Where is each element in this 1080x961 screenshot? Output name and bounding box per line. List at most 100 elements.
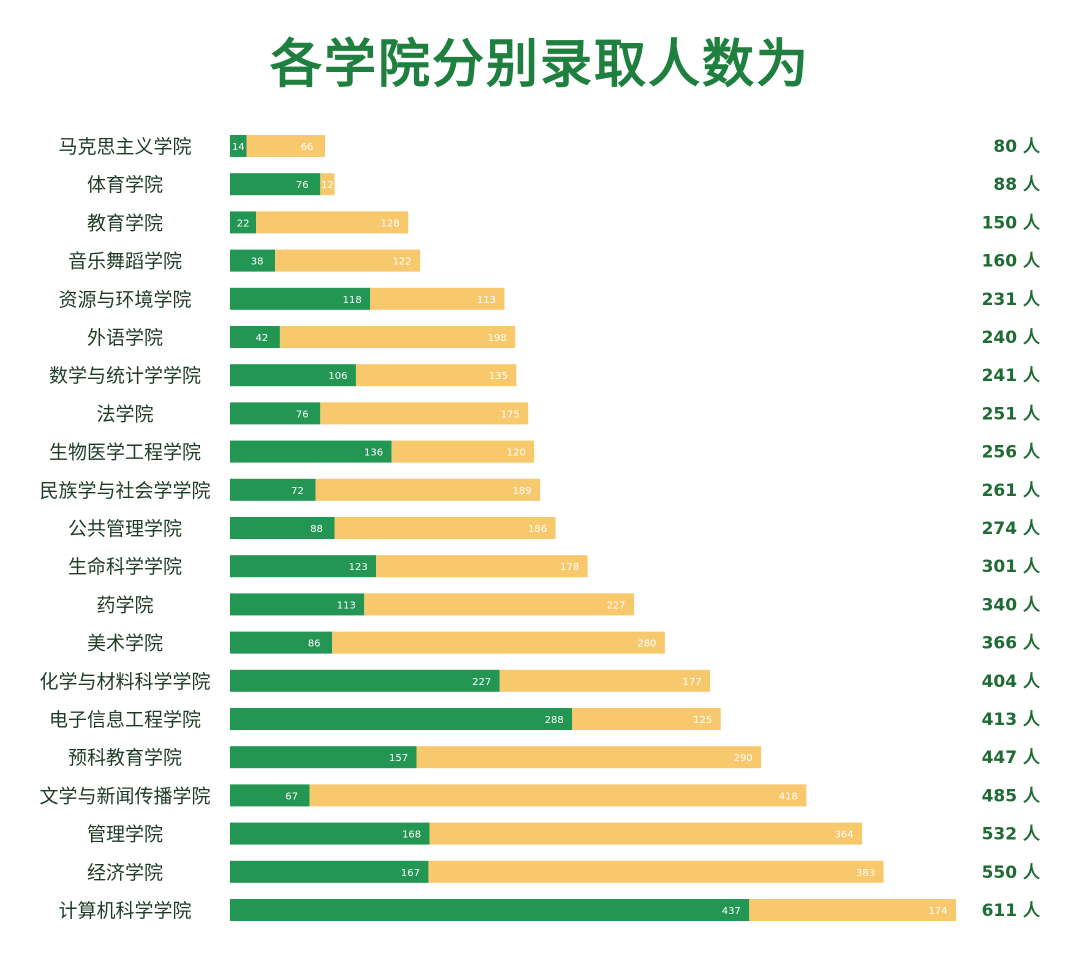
bar-segment-1 xyxy=(230,746,417,769)
bar-segment-2 xyxy=(256,211,409,234)
bar-segment-1 xyxy=(230,860,429,883)
total-label: 550 人 xyxy=(982,863,1041,883)
bar-segment-1 xyxy=(230,517,335,539)
total-label: 301 人 xyxy=(982,557,1041,577)
segment-value-label: 67 xyxy=(285,791,298,802)
category-label: 资源与环境学院 xyxy=(58,289,191,311)
segment-value-label: 136 xyxy=(364,448,383,459)
total-label: 340 人 xyxy=(982,595,1041,615)
category-label: 体育学院 xyxy=(87,174,163,196)
segment-value-label: 383 xyxy=(856,868,875,879)
category-label: 计算机科学学院 xyxy=(58,900,191,922)
segment-value-label: 113 xyxy=(477,295,496,306)
segment-value-label: 76 xyxy=(296,409,309,420)
segment-value-label: 167 xyxy=(401,868,420,879)
segment-value-label: 168 xyxy=(402,830,421,841)
category-label: 音乐舞蹈学院 xyxy=(68,251,182,273)
total-label: 274 人 xyxy=(982,519,1041,539)
total-label: 80 人 xyxy=(993,137,1041,157)
category-label: 数学与统计学学院 xyxy=(49,365,201,387)
category-label: 预科教育学院 xyxy=(68,747,182,769)
segment-value-label: 227 xyxy=(606,600,625,611)
segment-value-label: 14 xyxy=(232,142,245,153)
category-label: 电子信息工程学院 xyxy=(49,709,201,731)
segment-value-label: 198 xyxy=(488,333,507,344)
segment-value-label: 175 xyxy=(501,409,520,420)
bar-segment-2 xyxy=(315,478,541,501)
total-label: 532 人 xyxy=(982,825,1041,845)
total-label: 447 人 xyxy=(982,748,1041,768)
bar-segment-2 xyxy=(320,173,335,196)
bar-segment-2 xyxy=(416,746,762,769)
segment-value-label: 178 xyxy=(560,562,579,573)
total-label: 261 人 xyxy=(982,481,1041,501)
total-label: 160 人 xyxy=(982,252,1041,272)
segment-value-label: 42 xyxy=(256,333,269,344)
bar-segment-1 xyxy=(230,669,500,692)
bar-segment-1 xyxy=(230,593,365,616)
bar-segment-1 xyxy=(230,631,333,654)
segment-value-label: 364 xyxy=(835,830,854,841)
segment-value-label: 66 xyxy=(301,142,314,153)
bar-segment-1 xyxy=(230,287,371,310)
bar-segment-1 xyxy=(230,249,276,272)
segment-value-label: 280 xyxy=(637,639,656,650)
bar-segment-2 xyxy=(376,555,588,578)
segment-value-label: 135 xyxy=(489,371,508,382)
bar-segment-2 xyxy=(391,440,535,463)
bar-segment-1 xyxy=(230,899,750,921)
segment-value-label: 86 xyxy=(308,639,321,650)
bar-segment-1 xyxy=(230,440,392,463)
bar-segment-2 xyxy=(364,593,634,616)
total-label: 231 人 xyxy=(982,290,1041,310)
segment-value-label: 122 xyxy=(393,257,412,268)
category-label: 药学院 xyxy=(96,594,153,616)
total-label: 88 人 xyxy=(993,175,1041,195)
bar-segment-1 xyxy=(230,135,247,157)
segment-value-label: 157 xyxy=(389,753,408,764)
total-label: 611 人 xyxy=(982,901,1041,921)
segment-value-label: 186 xyxy=(528,524,547,535)
segment-value-label: 12 xyxy=(321,180,334,191)
segment-value-label: 174 xyxy=(928,906,947,917)
bar-segment-1 xyxy=(230,822,430,845)
segment-value-label: 189 xyxy=(513,486,532,497)
bar-segment-2 xyxy=(355,364,517,387)
total-label: 150 人 xyxy=(982,213,1041,233)
bar-segment-1 xyxy=(230,326,280,348)
bar-segment-2 xyxy=(334,517,556,539)
total-label: 251 人 xyxy=(982,404,1041,424)
bar-segment-2 xyxy=(370,287,505,310)
total-label: 240 人 xyxy=(982,328,1041,348)
bar-segment-2 xyxy=(320,402,529,425)
bar-segment-1 xyxy=(230,784,310,807)
segment-value-label: 123 xyxy=(349,562,368,573)
category-label: 化学与材料科学学院 xyxy=(39,671,210,693)
total-label: 366 人 xyxy=(982,634,1041,654)
total-label: 485 人 xyxy=(982,786,1041,806)
bar-segment-2 xyxy=(749,899,956,921)
category-label: 公共管理学院 xyxy=(68,518,182,540)
bar-segment-2 xyxy=(332,631,665,654)
bar-segment-2 xyxy=(572,708,721,730)
segment-value-label: 128 xyxy=(381,218,400,229)
bar-segment-1 xyxy=(230,211,257,234)
segment-value-label: 125 xyxy=(693,715,712,726)
bar-segment-2 xyxy=(429,822,863,845)
bar-segment-1 xyxy=(230,555,377,578)
bar-segment-1 xyxy=(230,173,321,196)
segment-value-label: 418 xyxy=(779,791,798,802)
total-label: 241 人 xyxy=(982,366,1041,386)
category-label: 文学与新闻传播学院 xyxy=(39,785,210,807)
bar-segment-2 xyxy=(246,135,326,157)
bar-segment-2 xyxy=(428,860,884,883)
category-label: 经济学院 xyxy=(87,862,163,884)
category-label: 外语学院 xyxy=(87,327,163,349)
segment-value-label: 227 xyxy=(472,677,491,688)
bar-segment-1 xyxy=(230,364,356,387)
bar-segment-2 xyxy=(279,326,516,348)
bar-segment-1 xyxy=(230,478,316,501)
chart-title: 各学院分别录取人数为 xyxy=(269,35,810,95)
category-label: 法学院 xyxy=(96,403,153,425)
